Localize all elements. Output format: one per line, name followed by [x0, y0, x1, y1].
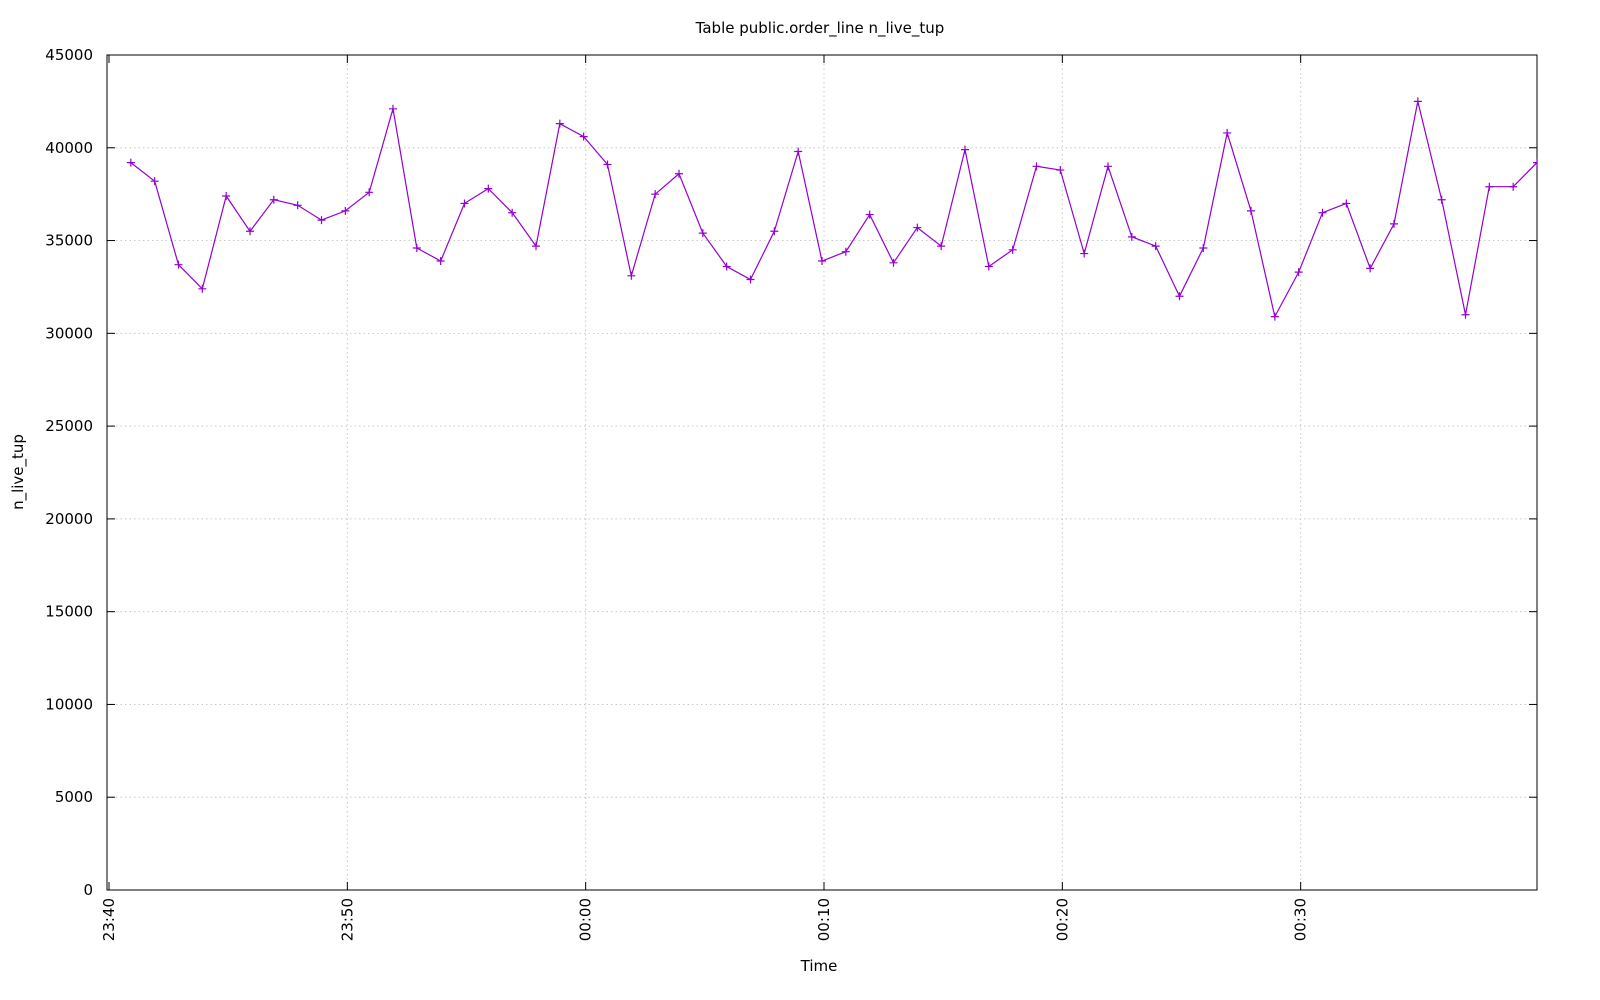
y-tick-label: 25000 [45, 417, 93, 435]
data-point [1175, 292, 1184, 301]
data-point [984, 262, 993, 271]
y-tick-label: 20000 [45, 510, 93, 528]
data-point [222, 192, 231, 201]
data-point [436, 256, 445, 265]
data-point [1366, 264, 1375, 273]
data-point [1485, 182, 1494, 191]
x-tick-label: 23:50 [338, 898, 356, 941]
data-point [961, 145, 969, 154]
data-point [1127, 232, 1136, 241]
data-point [365, 188, 374, 197]
y-tick-label: 35000 [45, 232, 93, 250]
data-point [937, 242, 946, 251]
data-point [150, 177, 159, 186]
y-tick-label: 5000 [55, 788, 93, 806]
x-axis-label: Time [800, 957, 838, 975]
x-tick-label: 00:20 [1053, 898, 1071, 941]
plot-frame [106, 54, 1538, 891]
data-point [1342, 199, 1351, 208]
data-point [1056, 166, 1065, 175]
data-point [198, 284, 207, 293]
y-tick-label: 40000 [45, 139, 93, 157]
data-point [698, 229, 707, 238]
data-point [651, 190, 660, 199]
x-tick-label: 00:30 [1292, 898, 1310, 941]
data-point [460, 199, 469, 208]
data-point [1461, 310, 1470, 319]
x-tick-label: 00:00 [577, 898, 595, 941]
y-tick-label: 45000 [45, 46, 93, 64]
series [126, 97, 1537, 321]
x-tick-label: 00:10 [815, 898, 833, 941]
data-point [1008, 245, 1017, 254]
data-point [794, 147, 803, 156]
data-point [818, 256, 826, 265]
data-point [246, 227, 254, 236]
data-point [1247, 206, 1255, 215]
data-point [1437, 195, 1446, 204]
data-point [1390, 219, 1398, 228]
data-point [532, 242, 540, 251]
data-point [746, 275, 755, 284]
data-point [293, 201, 302, 210]
y-tick-label: 10000 [45, 695, 93, 713]
data-point [126, 158, 135, 167]
y-tick-label: 30000 [45, 324, 93, 342]
data-point [1199, 243, 1208, 252]
data-point [865, 210, 874, 219]
data-point [841, 247, 850, 256]
data-point [889, 258, 898, 267]
y-tick-label: 0 [83, 881, 93, 899]
x-tick-label: 23:40 [100, 898, 118, 941]
data-point [389, 104, 397, 113]
data-point [412, 243, 421, 252]
y-tick-label: 15000 [45, 603, 93, 621]
data-point [1318, 208, 1327, 217]
data-point [508, 208, 517, 217]
data-point [1223, 128, 1232, 137]
data-point [1104, 162, 1112, 171]
data-point [675, 169, 683, 178]
data-line [130, 101, 1537, 319]
data-point [1509, 182, 1518, 191]
data-point [603, 160, 612, 169]
data-point [317, 216, 326, 225]
data-point [579, 132, 588, 141]
data-point [1032, 162, 1041, 171]
data-point [174, 260, 183, 269]
data-point [1294, 268, 1303, 277]
y-axis-label: n_live_tup [9, 434, 28, 510]
data-point [1080, 249, 1089, 258]
data-point [269, 195, 278, 204]
data-point [1533, 158, 1537, 167]
data-point [555, 119, 564, 128]
data-point [1270, 312, 1279, 321]
data-point [722, 262, 731, 271]
data-point [913, 223, 922, 232]
data-point [484, 184, 493, 193]
data-point [627, 271, 636, 280]
chart-title: Table public.order_line n_live_tup [695, 19, 945, 38]
data-point [341, 206, 350, 215]
data-point [1413, 97, 1422, 106]
data-point [770, 227, 779, 236]
data-point [1151, 242, 1160, 251]
